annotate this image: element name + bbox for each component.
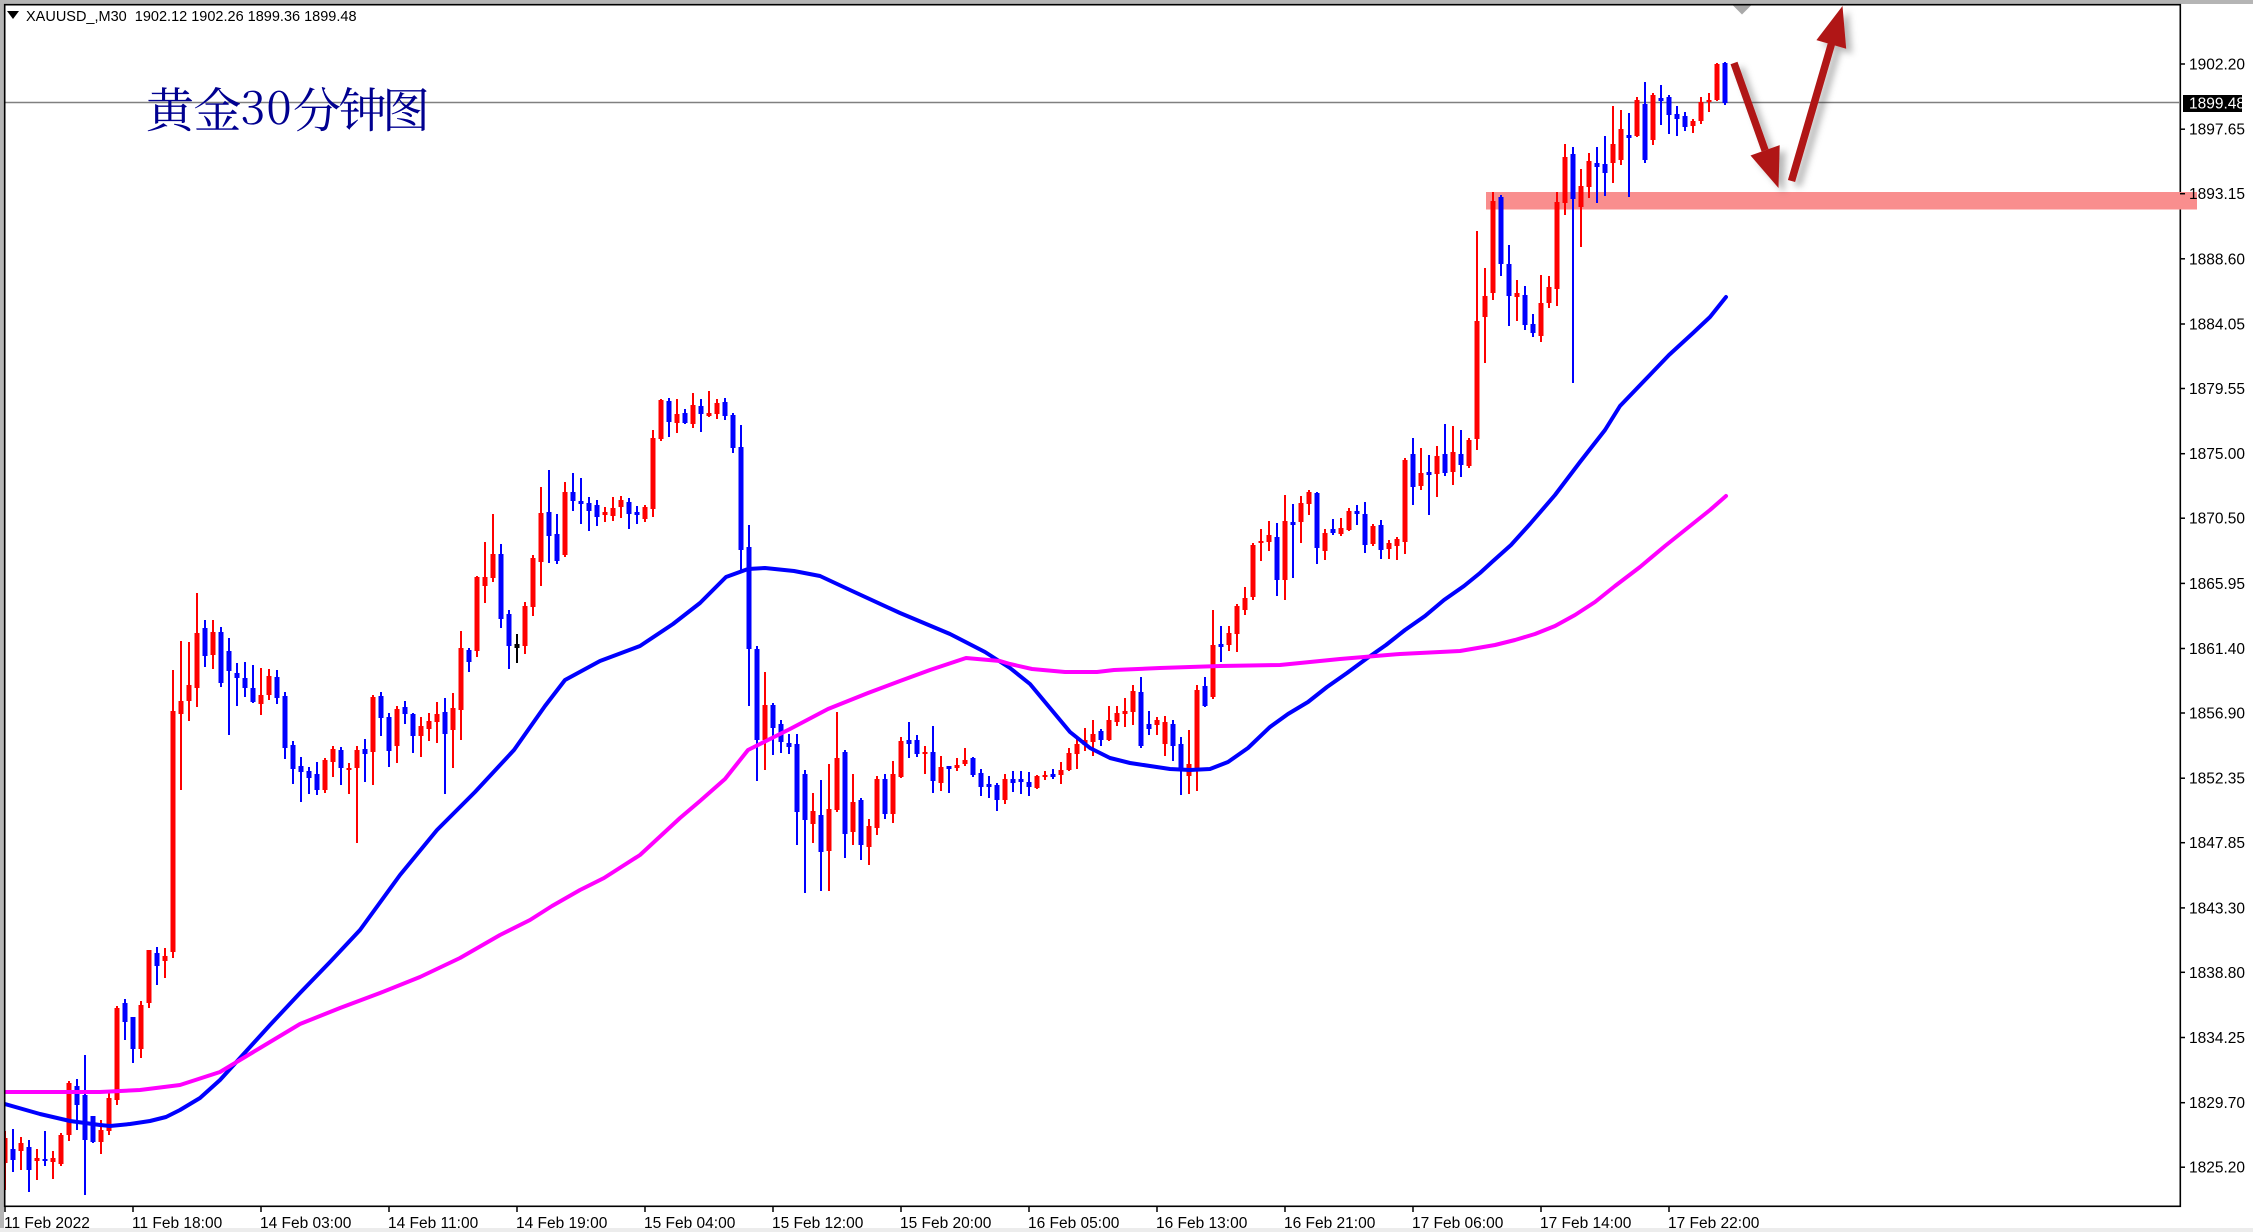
svg-text:1834.25: 1834.25: [2189, 1030, 2245, 1047]
svg-text:1870.50: 1870.50: [2189, 511, 2245, 528]
svg-text:16 Feb 21:00: 16 Feb 21:00: [1284, 1215, 1376, 1232]
svg-text:1897.65: 1897.65: [2189, 122, 2245, 139]
svg-text:15 Feb 20:00: 15 Feb 20:00: [900, 1215, 992, 1232]
svg-text:1829.70: 1829.70: [2189, 1095, 2245, 1112]
svg-text:1847.85: 1847.85: [2189, 835, 2245, 852]
svg-text:14 Feb 11:00: 14 Feb 11:00: [388, 1215, 479, 1232]
svg-text:1838.80: 1838.80: [2189, 965, 2245, 982]
svg-text:1843.30: 1843.30: [2189, 900, 2245, 917]
svg-text:XAUUSD_,M30 1902.12 1902.26 1: XAUUSD_,M30 1902.12 1902.26 1899.36 1899…: [26, 9, 357, 25]
svg-text:11 Feb 18:00: 11 Feb 18:00: [132, 1215, 223, 1232]
svg-text:1893.15: 1893.15: [2189, 186, 2245, 203]
svg-text:1899.48: 1899.48: [2189, 96, 2245, 113]
svg-text:1875.00: 1875.00: [2189, 446, 2245, 463]
svg-text:1825.20: 1825.20: [2189, 1160, 2245, 1177]
svg-text:14 Feb 03:00: 14 Feb 03:00: [260, 1215, 352, 1232]
svg-text:17 Feb 22:00: 17 Feb 22:00: [1668, 1215, 1760, 1232]
svg-text:1861.40: 1861.40: [2189, 641, 2245, 658]
svg-text:17 Feb 14:00: 17 Feb 14:00: [1540, 1215, 1632, 1232]
svg-text:1856.90: 1856.90: [2189, 706, 2245, 723]
svg-text:15 Feb 04:00: 15 Feb 04:00: [644, 1215, 736, 1232]
svg-text:17 Feb 06:00: 17 Feb 06:00: [1412, 1215, 1504, 1232]
svg-text:1852.35: 1852.35: [2189, 771, 2245, 788]
svg-text:1865.95: 1865.95: [2189, 576, 2245, 593]
svg-text:11 Feb 2022: 11 Feb 2022: [4, 1215, 90, 1232]
svg-text:1879.55: 1879.55: [2189, 381, 2245, 398]
svg-text:1884.05: 1884.05: [2189, 317, 2245, 334]
svg-text:1888.60: 1888.60: [2189, 251, 2245, 268]
svg-text:15 Feb 12:00: 15 Feb 12:00: [772, 1215, 864, 1232]
svg-text:1902.20: 1902.20: [2189, 57, 2245, 74]
svg-text:14 Feb 19:00: 14 Feb 19:00: [516, 1215, 608, 1232]
svg-text:16 Feb 05:00: 16 Feb 05:00: [1028, 1215, 1120, 1232]
svg-text:16 Feb 13:00: 16 Feb 13:00: [1156, 1215, 1248, 1232]
